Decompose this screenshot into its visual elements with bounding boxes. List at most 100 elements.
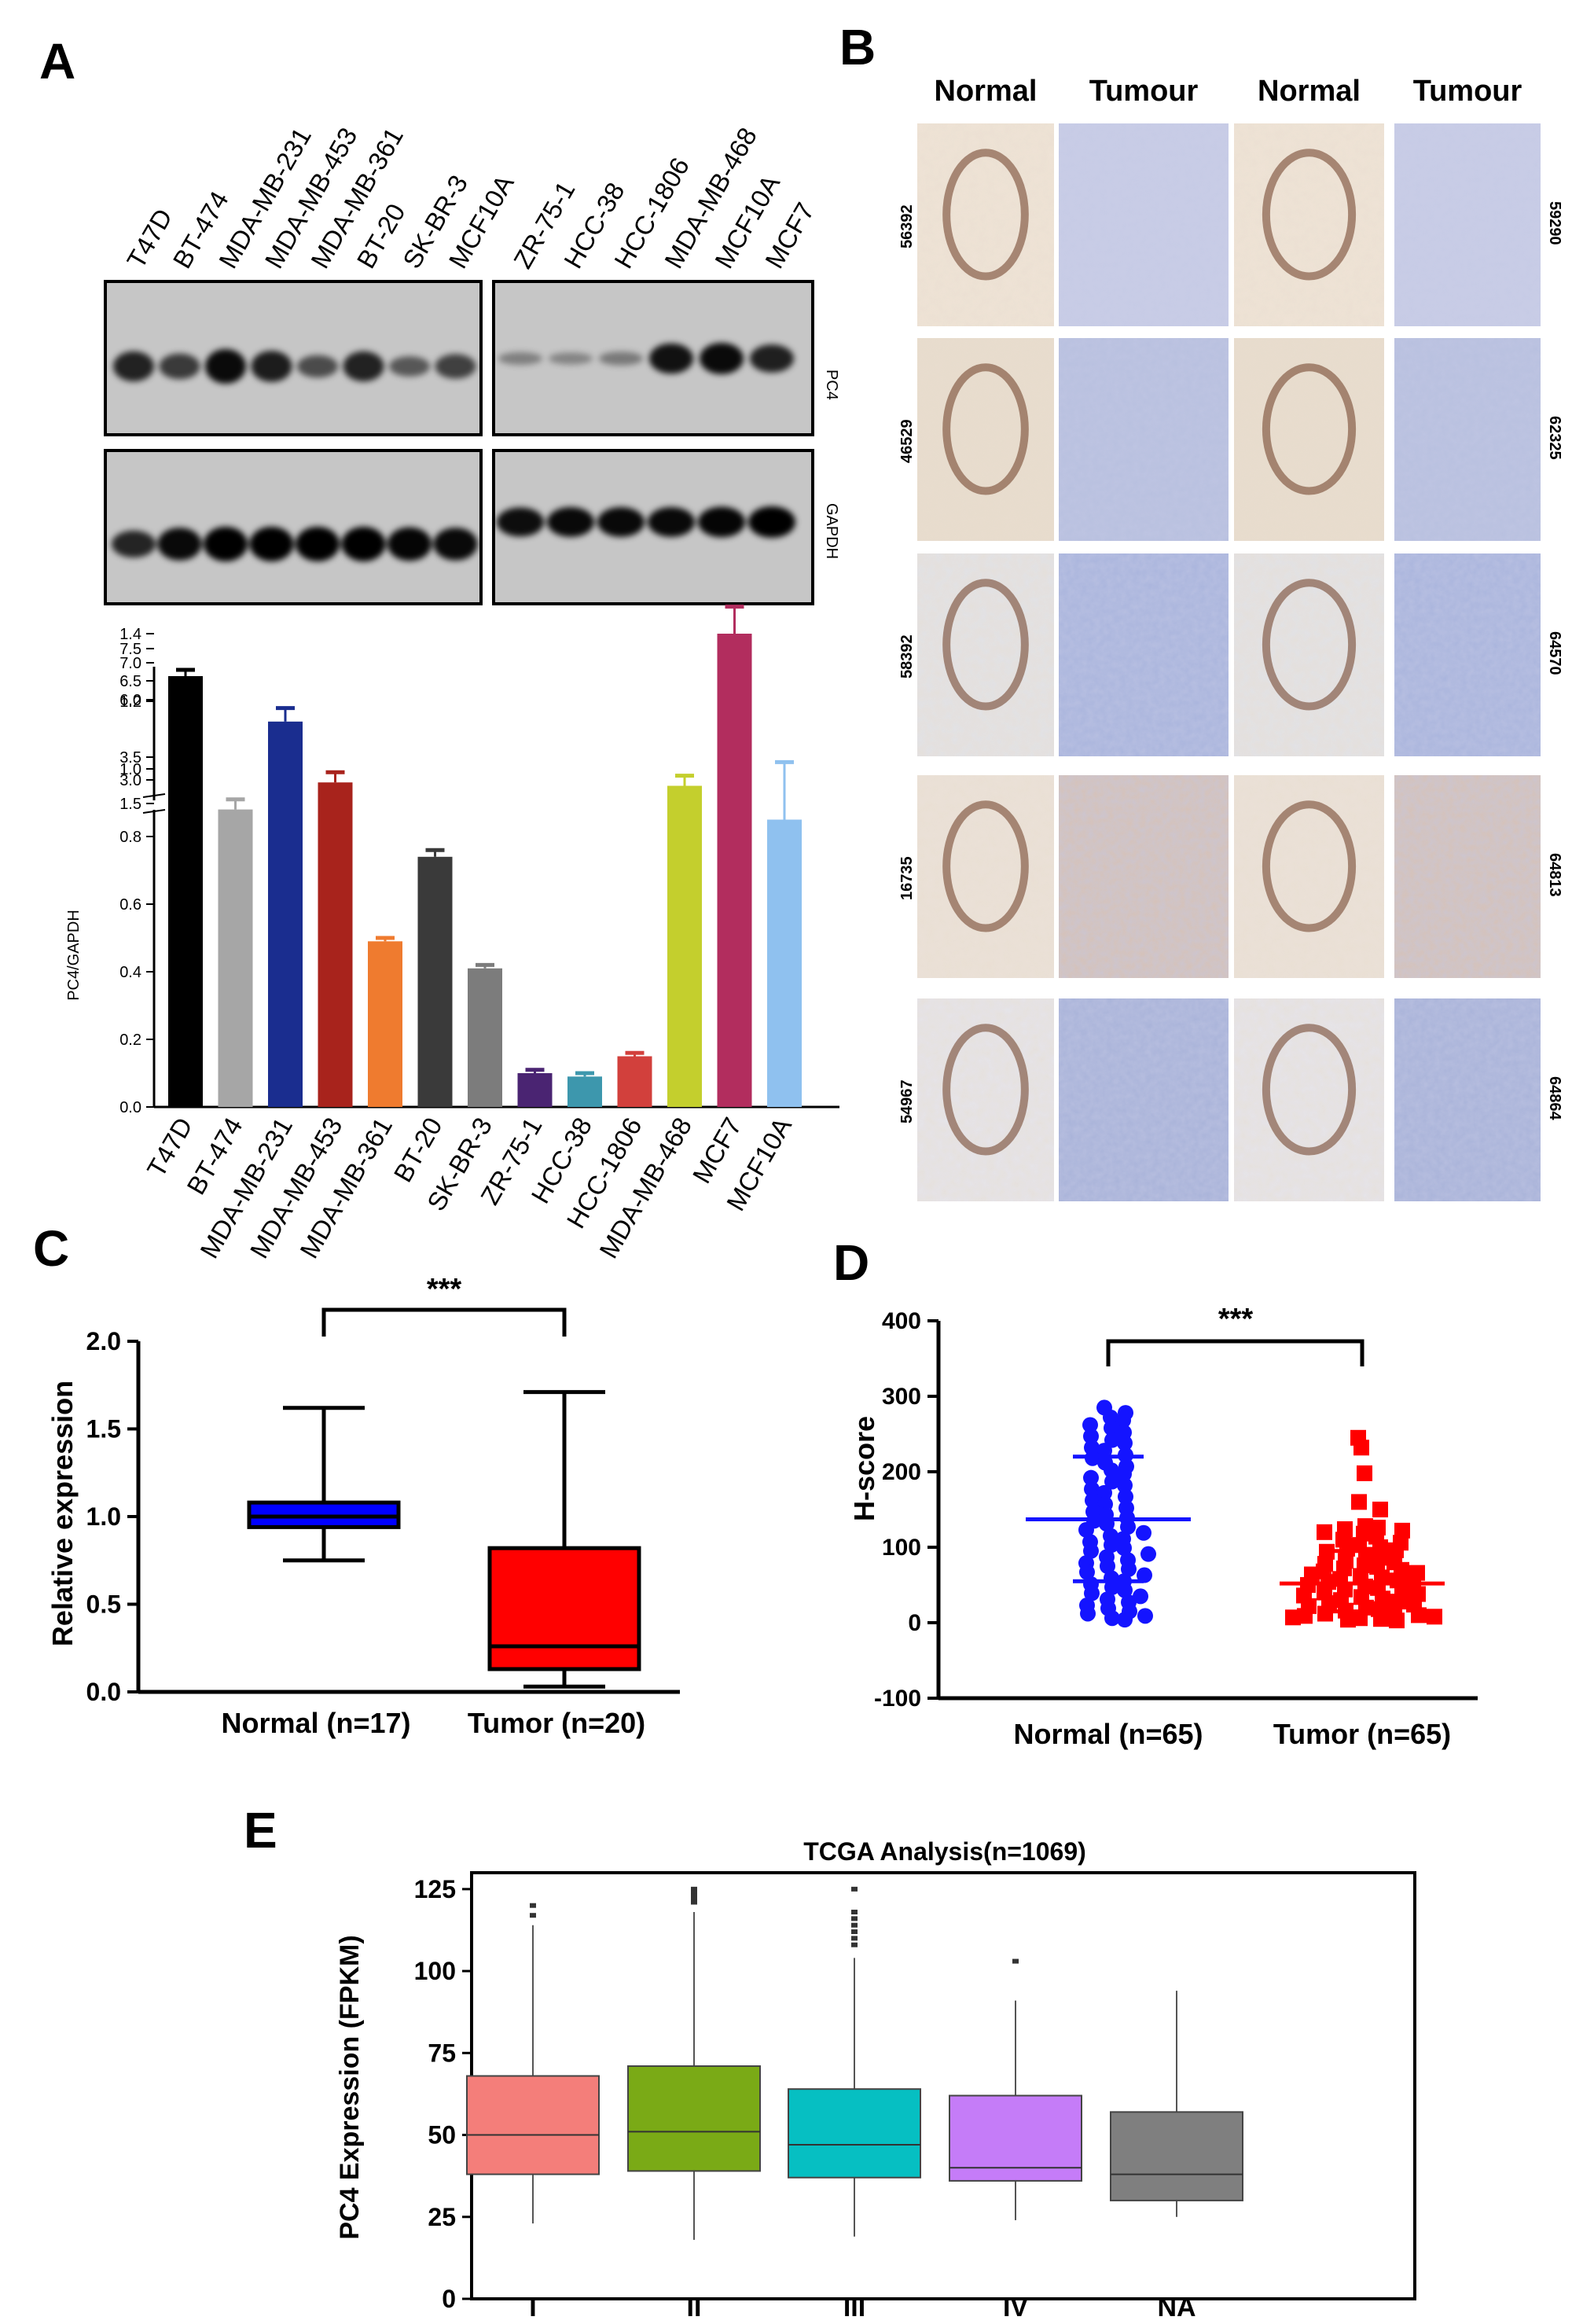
scatter-point [1120,1519,1136,1535]
tcga-ytick: 0 [442,2285,456,2313]
ihc-duct [942,579,1029,711]
scatter-point [1317,1605,1333,1622]
scatter-d-ytick: 300 [882,1384,921,1410]
outlier [1012,1958,1019,1964]
scatter-point [1133,1588,1148,1605]
scatter-point [1079,1564,1095,1580]
bar [617,1056,652,1107]
scatter-point [1137,1567,1152,1583]
scatter-point [1116,1539,1132,1556]
ihc-texture [1393,774,1542,980]
scatter-point [1118,1488,1133,1505]
bar-ytick: 1.2 [119,693,141,711]
blot-pc4-left [104,280,483,436]
ihc-sample-id: 58392 [898,634,916,678]
scatter-point [1104,1579,1120,1595]
ihc-sample-id: 46529 [898,419,916,463]
blot-band [547,507,594,537]
box [466,2075,600,2175]
scatter-point [1121,1561,1137,1577]
blot-lane-labels-right: ZR-75-1HCC-38HCC-1806MDA-MB-468MCF10AMCF… [508,123,820,274]
outlier [530,1913,536,1918]
blot-band [433,528,478,561]
box-c-ytick: 0.0 [86,1678,121,1706]
bar [368,941,402,1107]
tcga-ytick: 75 [428,2039,456,2067]
blot-band [649,343,693,374]
bar-ytick: 3.0 [119,772,141,789]
tcga-xlabel: II [687,2293,702,2322]
scatter-point [1117,1477,1133,1494]
ihc-duct [942,1024,1029,1156]
scatter-point [1083,1469,1099,1486]
blot-band [698,506,745,538]
scatter-point [1394,1522,1410,1539]
bar-ytick: 0.8 [119,829,141,846]
blot-band [597,507,645,537]
scatter-d-ytick: 100 [882,1535,921,1561]
blot-label-pc4: PC4 [823,370,840,400]
scatter-point [1340,1612,1356,1628]
scatter-point [1372,1502,1388,1517]
bar-ytick: 3.5 [119,749,141,767]
blot-lane-labels-left: T47DBT-474MDA-MB-231MDA-MB-453MDA-MB-361… [121,123,520,274]
significance-bracket-d [1106,1339,1364,1366]
outlier [691,1890,697,1896]
scatter-point [1351,1494,1367,1510]
bar [218,809,253,1107]
tcga-title: TCGA Analysis(n=1069) [803,1837,1086,1866]
scatter-d-ylabel: H-score [848,1416,880,1521]
outlier [851,1942,858,1947]
tcga-ytick: 50 [428,2121,456,2149]
box-c-ytick: 1.5 [86,1415,121,1443]
box-plot-relative-expression: 0.0 0.5 1.0 1.5 2.0 Normal (n=17) Tumor (n=20… [46,1273,680,1739]
ihc-column-header: Tumour [1089,75,1199,108]
outlier [851,1922,858,1928]
blot-band [750,344,794,373]
ihc-sample-id: 56392 [898,204,916,248]
scatter-d-xlabel: Normal (n=65) [1013,1718,1203,1750]
ihc-duct [942,363,1029,495]
blot-band [748,506,795,538]
bar [517,1073,553,1107]
ihc-duct [942,800,1029,932]
outlier [691,1899,697,1905]
scatter-point [1082,1417,1098,1433]
tcga-xlabel: I [529,2293,536,2322]
box [487,1546,641,1671]
box [1110,2111,1243,2201]
ihc-sample-id: 64864 [1546,1076,1563,1120]
scatter-point [1096,1443,1112,1459]
bar-ytick: 1.4 [119,626,141,643]
scatter-point [1116,1465,1132,1482]
bar-ytick: 0.6 [119,896,141,914]
bar-ytick: 7.5 [119,641,141,658]
blot-band [159,353,200,380]
tcga-ytick: 25 [428,2203,456,2231]
blot-band [387,527,432,561]
bar-ytick: 1.5 [119,796,141,813]
box [788,2088,921,2179]
blot-label-gapdh: GAPDH [823,503,840,559]
bar [567,1076,602,1107]
bar-ytick: 7.0 [119,655,141,672]
significance-bracket-c [321,1307,567,1337]
ihc-texture [1057,774,1230,980]
blot-lane-label: T47D [121,204,178,273]
bar-ytick: 6.0 [119,692,141,709]
western-blot: T47DBT-474MDA-MB-231MDA-MB-453MDA-MB-361… [104,123,840,605]
tcga-ytick: 125 [414,1875,456,1903]
ihc-texture [1057,552,1230,758]
blot-band [205,349,246,384]
ihc-texture [1057,336,1230,542]
scatter-point [1373,1611,1389,1627]
scatter-d-ytick: 0 [908,1610,921,1636]
outlier [851,1910,858,1915]
outlier [851,1936,858,1941]
panel-label-a: A [39,33,75,90]
scatter-point [1285,1609,1301,1626]
blot-band [112,530,156,558]
scatter-point [1115,1412,1131,1429]
